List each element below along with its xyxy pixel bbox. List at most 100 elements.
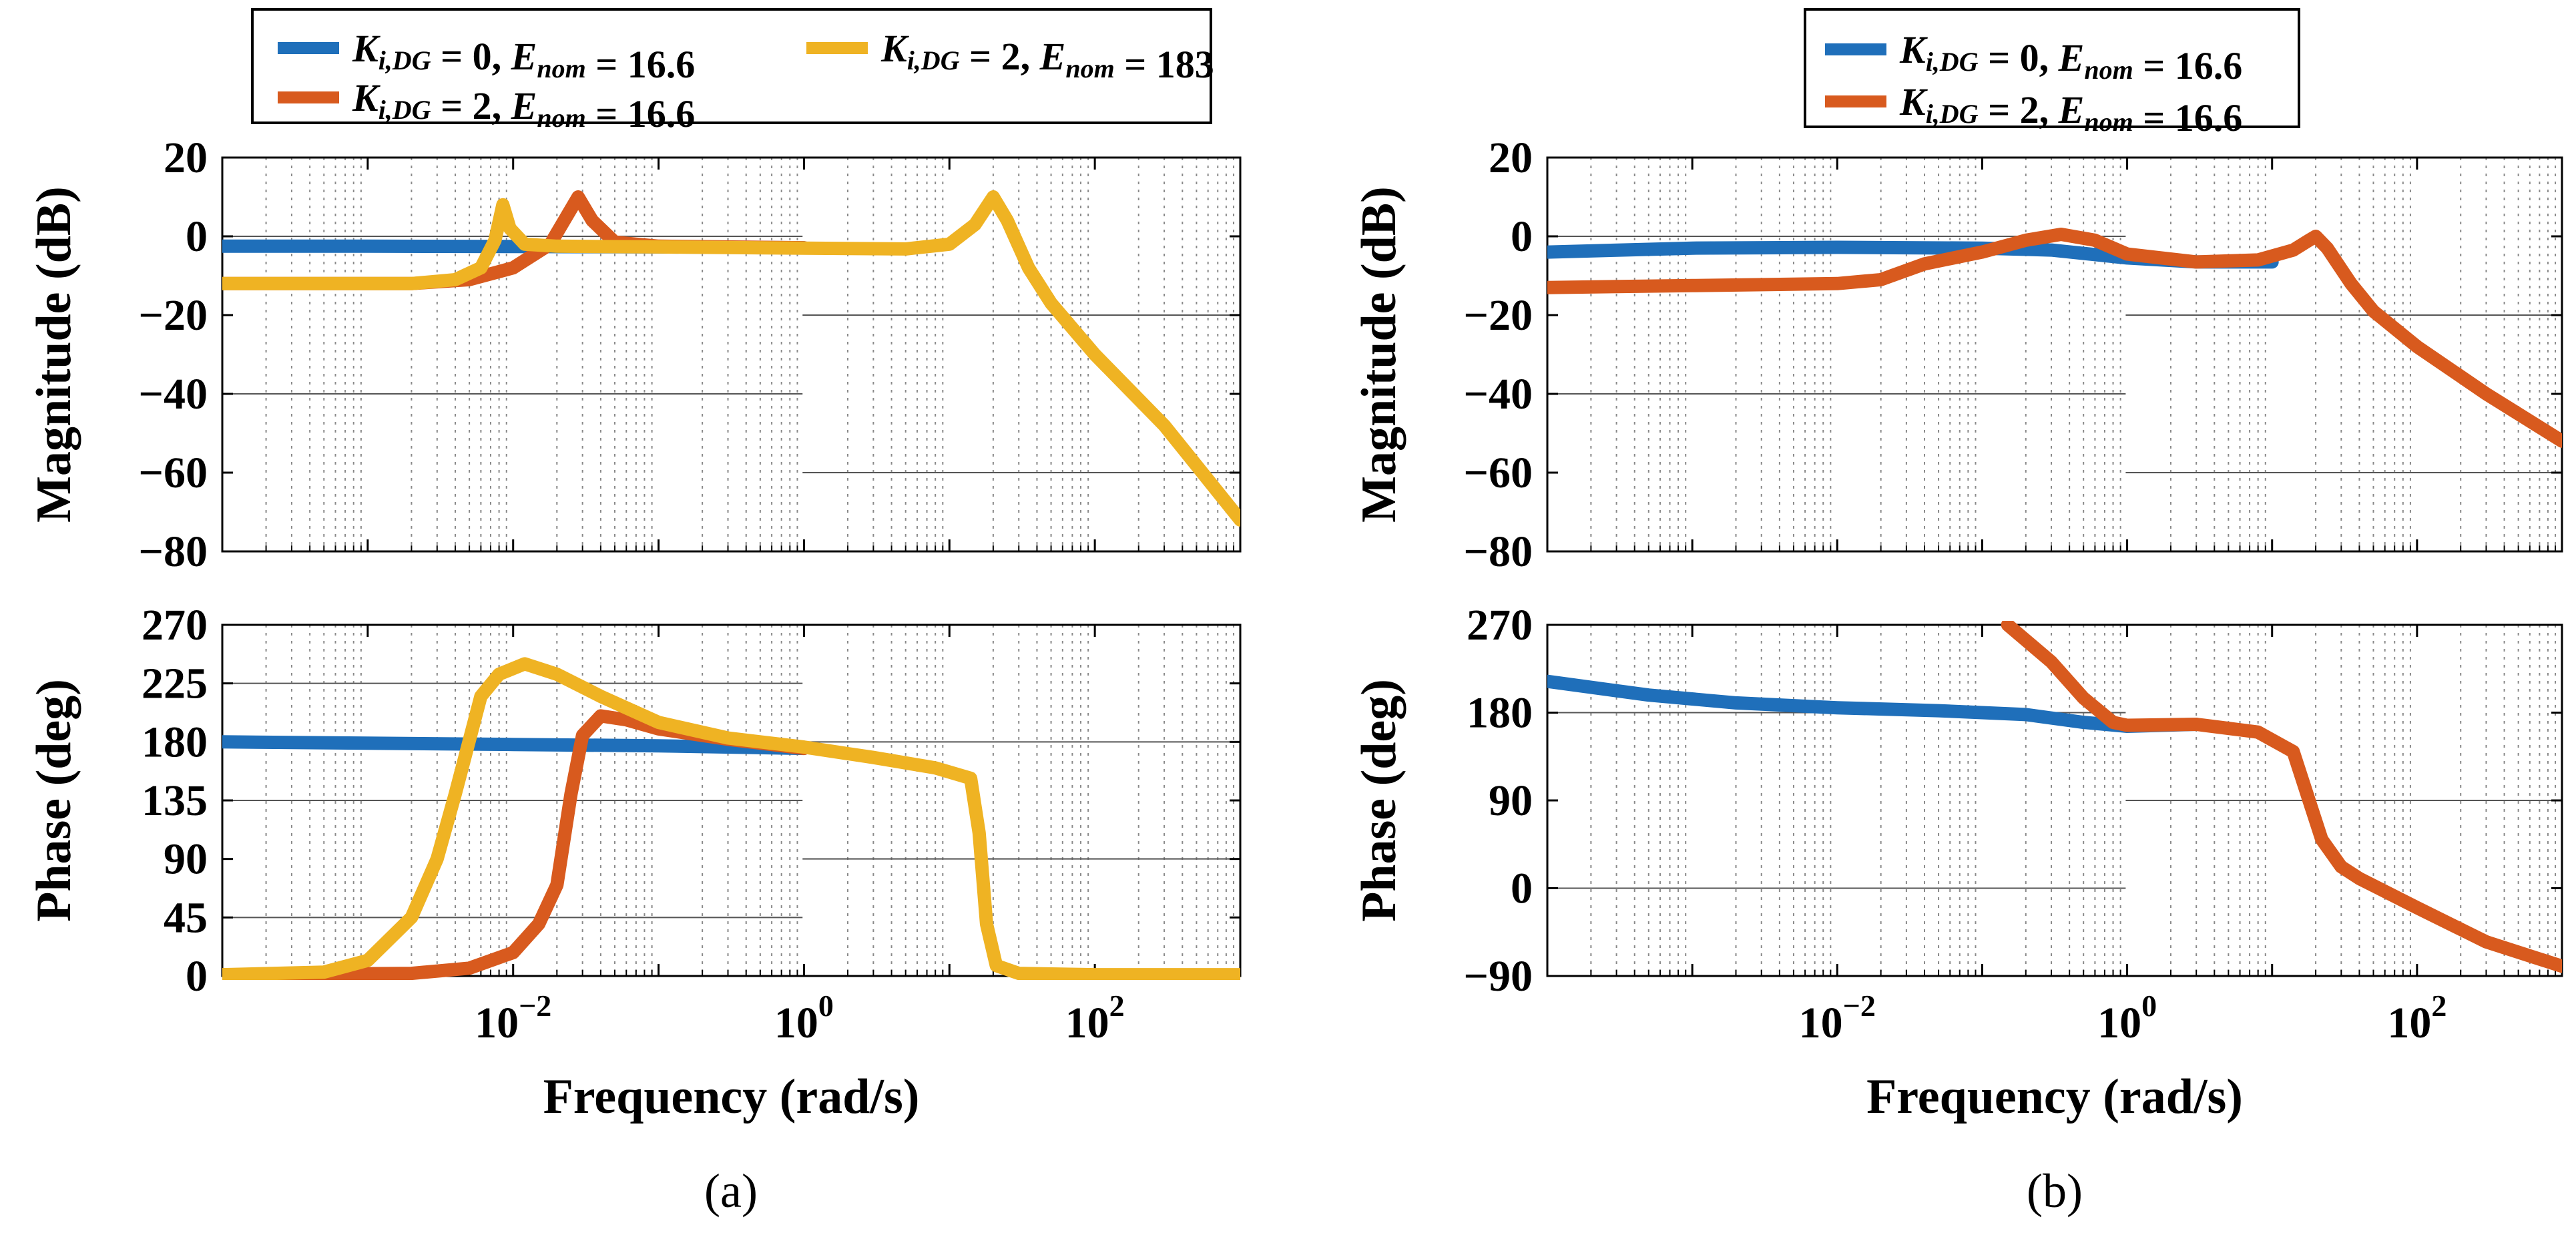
magnitude-ytick-label: 20 bbox=[164, 134, 208, 182]
legend-text-part: nom bbox=[537, 103, 585, 133]
panel-label: (a) bbox=[704, 1164, 758, 1218]
x-tick-exponent: 2 bbox=[1109, 989, 1125, 1023]
phase-ytick-label: 225 bbox=[142, 660, 208, 708]
legend-text-part: = bbox=[586, 92, 627, 136]
legend-text-part: = bbox=[960, 35, 1001, 78]
legend-text-part: 0 bbox=[473, 35, 492, 78]
phase-ytick-label: 180 bbox=[142, 718, 208, 766]
legend-text-part: E bbox=[1039, 35, 1066, 78]
legend-text-part: i,DG bbox=[378, 45, 431, 75]
x-tick-base: 10 bbox=[2387, 999, 2431, 1047]
magnitude-series-line bbox=[1547, 228, 2562, 448]
legend-text-part: K bbox=[880, 27, 909, 70]
legend-text-part: 2 bbox=[2020, 88, 2039, 132]
phase-series-line bbox=[222, 735, 811, 756]
x-tick-base: 10 bbox=[475, 999, 519, 1047]
magnitude-ylabel: Magnitude (dB) bbox=[1352, 186, 1406, 523]
magnitude-ytick-label: −80 bbox=[1463, 527, 1533, 576]
legend-entry: Ki,DG = 0, Enom = 16.6 bbox=[352, 27, 695, 86]
x-tick-base: 10 bbox=[2097, 999, 2141, 1047]
magnitude-axes: 20 0 −20 −40 −60 −80 Magnitude (dB) bbox=[1352, 134, 2563, 576]
magnitude-xticks bbox=[221, 158, 1242, 551]
legend-text-part: nom bbox=[1065, 53, 1114, 83]
phase-ytick-label: 90 bbox=[164, 835, 208, 884]
magnitude-axes: 20 0 −20 −40 −60 −80 Magnitude (dB) bbox=[27, 134, 1242, 576]
legend-text-part: i,DG bbox=[378, 95, 431, 125]
x-tick-label: 10−2 bbox=[1799, 989, 1876, 1047]
magnitude-xticks bbox=[1546, 158, 2563, 551]
legend-text-part: , bbox=[492, 35, 511, 78]
legend-text-part: E bbox=[511, 84, 537, 128]
legend-box bbox=[1804, 8, 2300, 128]
x-tick-label: 10−2 bbox=[475, 989, 551, 1047]
legend-text-part: 183 bbox=[1156, 43, 1214, 86]
magnitude-series bbox=[1547, 228, 2562, 448]
legend-text-part: 2 bbox=[473, 84, 492, 128]
x-tick-base: 10 bbox=[1799, 999, 1843, 1047]
phase-grid bbox=[1547, 625, 2562, 976]
x-tick-exponent: 2 bbox=[2431, 989, 2446, 1023]
legend-text-part: K bbox=[1899, 80, 1928, 123]
magnitude-ytick-label: −40 bbox=[138, 370, 208, 419]
phase-series-line bbox=[222, 657, 1240, 980]
legend-text-part: E bbox=[511, 35, 537, 78]
legend-text-part: 16.6 bbox=[2175, 44, 2243, 87]
phase-ytick-label: 270 bbox=[1467, 601, 1533, 650]
legend-text-part: K bbox=[352, 27, 380, 70]
phase-axes: 270 180 90 0 −90 Phase (deg) bbox=[1352, 601, 2563, 1001]
phase-ytick-label: 180 bbox=[1467, 689, 1533, 738]
legend-text-part: E bbox=[2058, 88, 2085, 132]
legend-text-part: , bbox=[2039, 36, 2059, 79]
phase-ytick-label: 90 bbox=[1489, 776, 1533, 825]
legend-text-part: = bbox=[586, 43, 627, 86]
legend-text-part: = bbox=[1979, 88, 2020, 132]
magnitude-frame bbox=[1546, 156, 2563, 553]
phase-ylabel: Phase (deg) bbox=[27, 679, 81, 922]
legend-text-part: = bbox=[1979, 36, 2020, 79]
magnitude-ytick-label: 20 bbox=[1489, 134, 1533, 182]
magnitude-series-line bbox=[222, 190, 1240, 527]
legend-text-part: i,DG bbox=[1926, 99, 1979, 129]
magnitude-ytick-label: −40 bbox=[1463, 370, 1533, 419]
magnitude-ytick-label: −60 bbox=[1463, 449, 1533, 497]
legend-box bbox=[251, 8, 1212, 124]
panel-label: (b) bbox=[2027, 1164, 2083, 1218]
legend-entry: Ki,DG = 2, Enom = 16.6 bbox=[352, 76, 695, 136]
x-tick-exponent: 0 bbox=[818, 989, 834, 1023]
magnitude-grid bbox=[1547, 158, 2562, 551]
legend-text-part: 2 bbox=[1001, 35, 1021, 78]
legend-text-part: = bbox=[431, 84, 473, 128]
legend-text-part: 16.6 bbox=[627, 92, 696, 136]
legend-text-part: , bbox=[492, 84, 511, 128]
legend-text-part: i,DG bbox=[907, 45, 960, 75]
legend-text-part: nom bbox=[537, 53, 585, 83]
legend-text-part: K bbox=[1899, 28, 1928, 71]
legend: Ki,DG = 0, Enom = 16.6Ki,DG = 2, Enom = … bbox=[1804, 8, 2300, 140]
magnitude-ylabel: Magnitude (dB) bbox=[27, 186, 81, 523]
magnitude-ytick-label: 0 bbox=[186, 212, 208, 261]
legend-text-part: 16.6 bbox=[2175, 96, 2243, 140]
legend-text-part: 0 bbox=[2020, 36, 2039, 79]
magnitude-series bbox=[222, 190, 1240, 527]
phase-axes: 270 225 180 135 90 45 0 Phase (deg) bbox=[27, 601, 1242, 1001]
x-tick-exponent: −2 bbox=[1843, 989, 1876, 1023]
legend-text-part: 16.6 bbox=[627, 43, 696, 86]
phase-series-line bbox=[2001, 621, 2562, 973]
x-axis-label: Frequency (rad/s) bbox=[1866, 1069, 2243, 1124]
legend-text-part: , bbox=[2039, 88, 2059, 132]
magnitude-ytick-label: −60 bbox=[138, 449, 208, 497]
legend-entry: Ki,DG = 2, Enom = 16.6 bbox=[1899, 80, 2242, 140]
magnitude-ytick-label: −20 bbox=[1463, 291, 1533, 340]
legend-text-part: E bbox=[2058, 36, 2085, 79]
x-axis-label: Frequency (rad/s) bbox=[543, 1069, 920, 1124]
magnitude-ytick-label: −80 bbox=[138, 527, 208, 576]
x-tick-base: 10 bbox=[774, 999, 818, 1047]
x-tick-label: 102 bbox=[2387, 989, 2446, 1047]
legend-text-part: i,DG bbox=[1926, 47, 1979, 77]
legend-text-part: = bbox=[2133, 96, 2175, 140]
legend-text-part: , bbox=[1021, 35, 1040, 78]
x-tick-label: 100 bbox=[774, 989, 834, 1047]
